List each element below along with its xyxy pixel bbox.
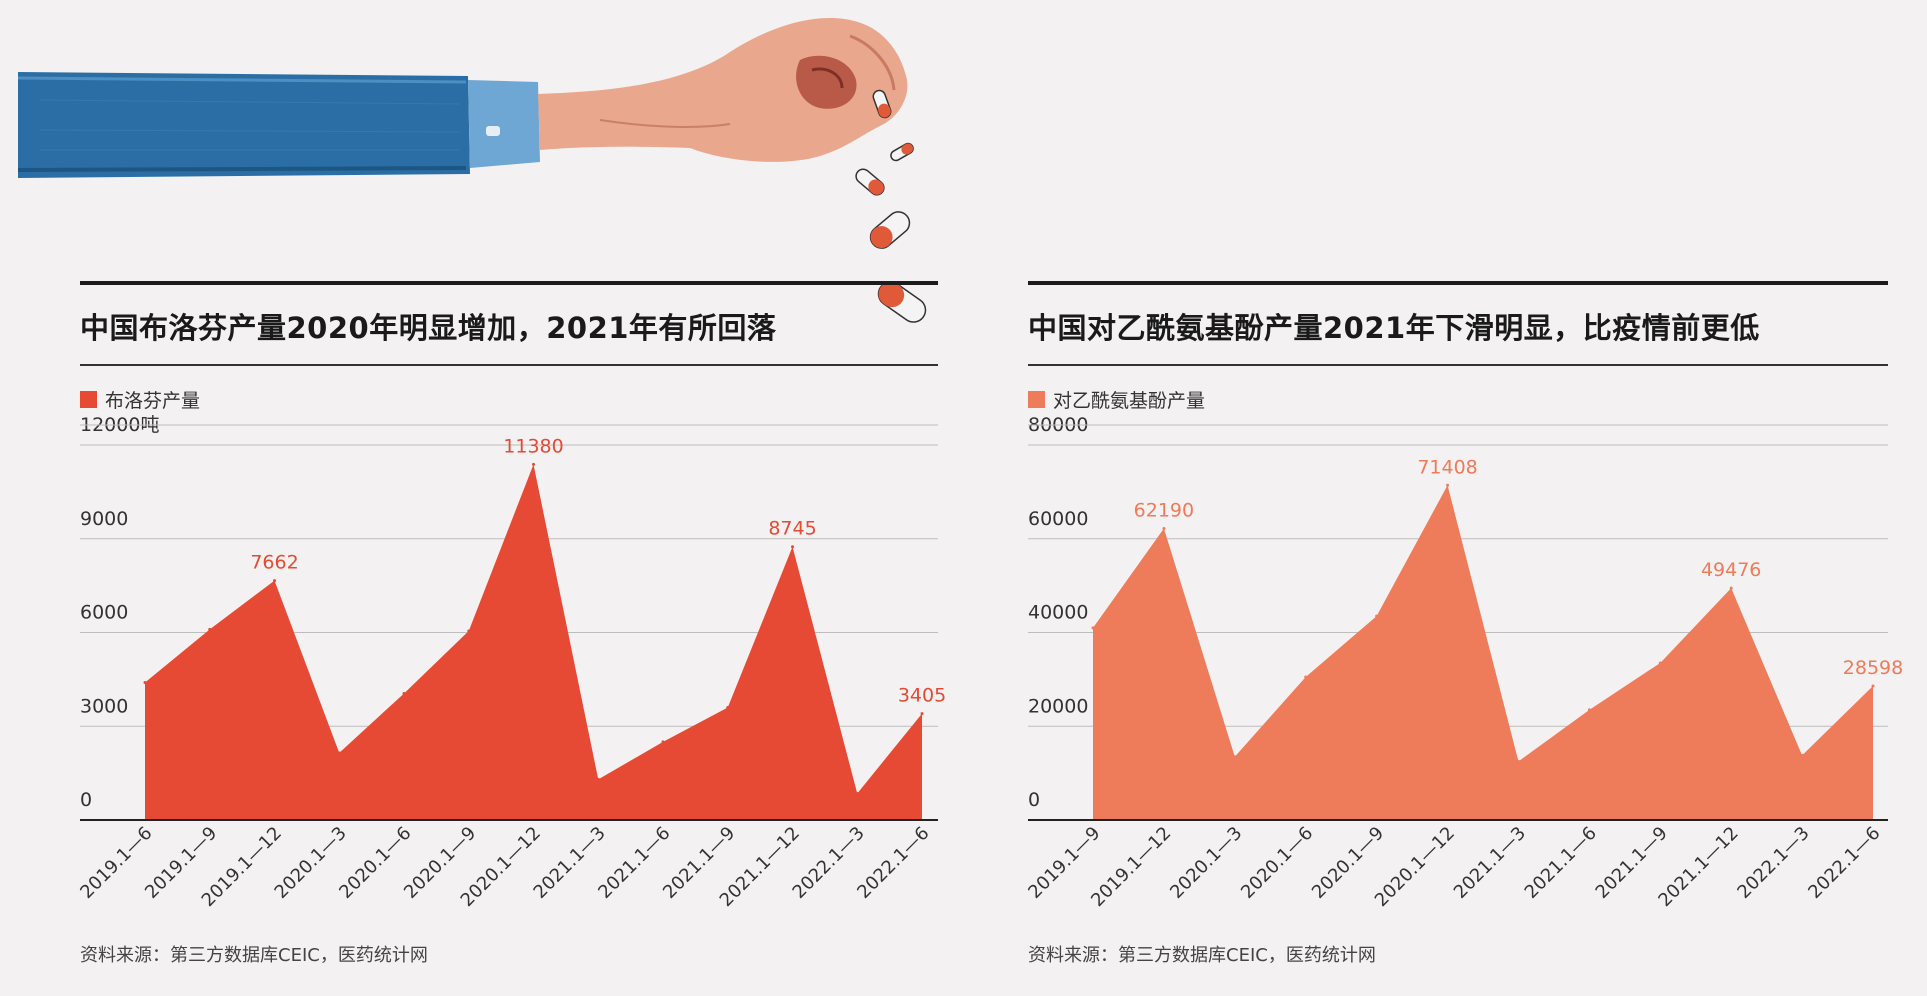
data-point bbox=[1587, 708, 1591, 712]
data-label: 7662 bbox=[250, 552, 298, 574]
source-note: 资料来源：第三方数据库CEIC，医药统计网 bbox=[1028, 945, 1376, 966]
legend-swatch bbox=[80, 391, 97, 408]
y-tick-label: 9000 bbox=[80, 508, 128, 530]
hand-shape bbox=[538, 17, 908, 162]
data-point bbox=[208, 627, 212, 631]
data-point bbox=[1658, 661, 1662, 665]
data-point bbox=[1091, 626, 1095, 630]
series-area bbox=[145, 464, 922, 820]
data-point bbox=[855, 791, 859, 795]
data-point bbox=[1446, 483, 1450, 487]
title-divider bbox=[80, 364, 938, 366]
data-point bbox=[1304, 675, 1308, 679]
data-label: 28598 bbox=[1843, 657, 1903, 679]
legend-swatch bbox=[1028, 391, 1045, 408]
data-point bbox=[1729, 586, 1733, 590]
legend: 对乙酰氨基酚产量 bbox=[1028, 386, 1205, 413]
x-tick-label: 2021.1—6 bbox=[1521, 823, 1601, 903]
x-tick-label: 2022.1—6 bbox=[1804, 823, 1884, 903]
data-point bbox=[1800, 753, 1804, 757]
y-tick-label: 6000 bbox=[80, 602, 128, 624]
y-tick-label: 0 bbox=[1028, 789, 1040, 811]
chart-title: 中国对乙酰氨基酚产量2021年下滑明显，比疫情前更低 bbox=[1028, 311, 1760, 345]
data-label: 3405 bbox=[898, 685, 946, 707]
y-tick-label: 20000 bbox=[1028, 695, 1088, 717]
falling-pills bbox=[855, 89, 927, 323]
sleeve-shape bbox=[17, 72, 470, 178]
data-point bbox=[143, 681, 147, 684]
chart-title: 中国布洛芬产量2020年明显增加，2021年有所回落 bbox=[80, 311, 777, 345]
data-point bbox=[1162, 526, 1166, 530]
x-tick-label: 2020.1—6 bbox=[1237, 823, 1317, 903]
legend-label: 对乙酰氨基酚产量 bbox=[1053, 390, 1206, 412]
data-point bbox=[467, 629, 471, 633]
data-point bbox=[1375, 614, 1379, 618]
source-note: 资料来源：第三方数据库CEIC，医药统计网 bbox=[80, 945, 428, 966]
data-point bbox=[337, 751, 341, 755]
data-point bbox=[726, 706, 730, 709]
top-rule bbox=[80, 281, 938, 285]
cuff-shape bbox=[468, 80, 540, 168]
data-label: 62190 bbox=[1134, 499, 1194, 521]
y-tick-label: 60000 bbox=[1028, 508, 1088, 530]
x-tick-label: 2022.1—3 bbox=[1733, 823, 1813, 903]
data-point bbox=[661, 740, 665, 744]
legend-label: 布洛芬产量 bbox=[105, 390, 201, 412]
data-point bbox=[273, 579, 276, 583]
x-tick-label: 2021.1—3 bbox=[1450, 823, 1530, 903]
data-point bbox=[1871, 684, 1875, 688]
data-label: 8745 bbox=[768, 518, 816, 540]
y-tick-label: 0 bbox=[80, 789, 92, 811]
y-tick-label: 3000 bbox=[80, 695, 128, 717]
data-label: 71408 bbox=[1417, 456, 1477, 478]
paracetamol-area-chart: 0200004000060000800006219071408494762859… bbox=[1024, 414, 1903, 911]
data-point bbox=[791, 545, 794, 549]
data-point bbox=[596, 777, 600, 781]
legend: 布洛芬产量 bbox=[80, 386, 200, 413]
title-divider bbox=[1028, 364, 1888, 366]
x-tick-label: 2020.1—3 bbox=[1166, 823, 1246, 903]
data-label: 49476 bbox=[1701, 559, 1761, 581]
y-tick-label: 40000 bbox=[1028, 602, 1088, 624]
arm-dropping-pills-illustration bbox=[17, 17, 927, 323]
data-point bbox=[1516, 759, 1520, 763]
data-label: 11380 bbox=[503, 435, 563, 457]
data-point bbox=[1233, 755, 1237, 759]
ibuprofen-area-chart: 030006000900012000吨766211380874534052019… bbox=[76, 414, 946, 911]
data-point bbox=[532, 462, 535, 466]
data-point bbox=[402, 691, 406, 695]
top-rule bbox=[1028, 281, 1888, 285]
data-point bbox=[920, 712, 924, 716]
series-area bbox=[1093, 485, 1873, 820]
